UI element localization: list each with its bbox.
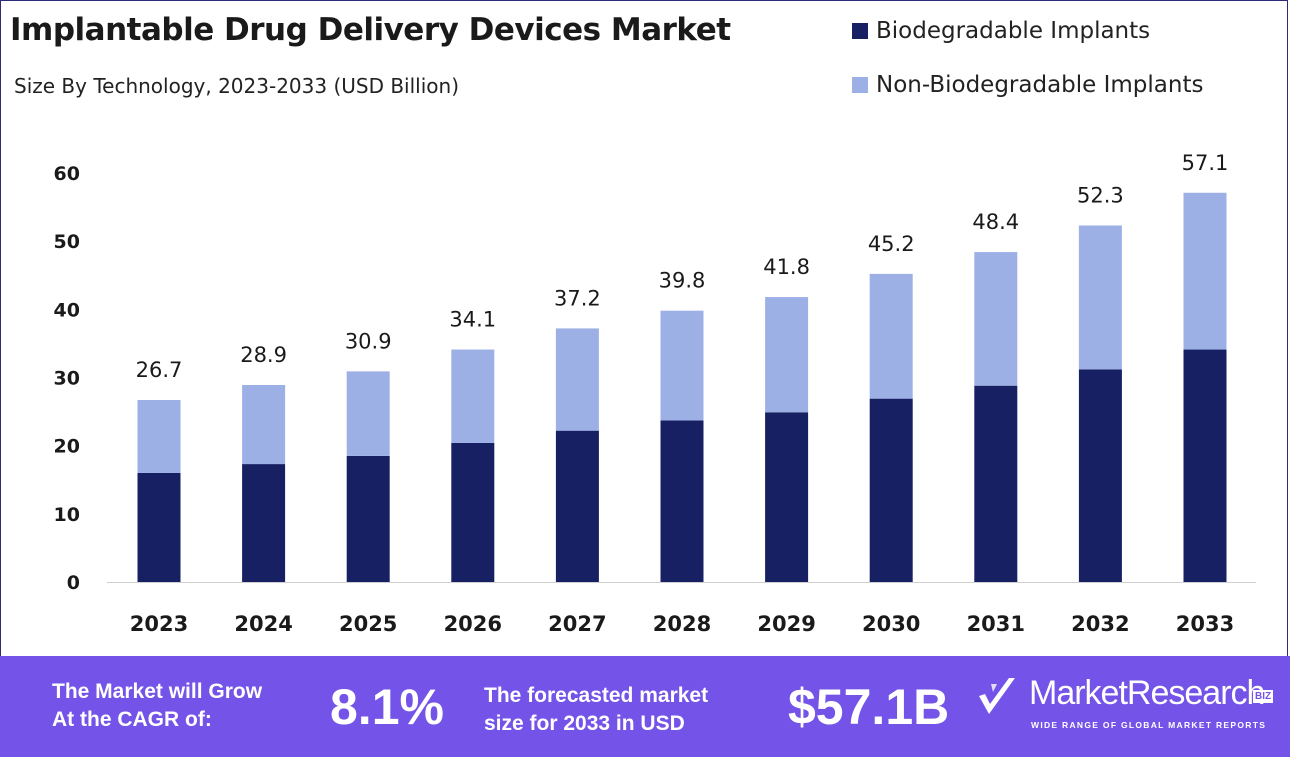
total-data-label: 45.2 xyxy=(868,232,915,256)
bar-segment-biodegradable xyxy=(974,385,1018,582)
legend-swatch-non-biodegradable xyxy=(852,77,868,93)
bar-segment-non-biodegradable xyxy=(869,273,913,399)
bar-segment-non-biodegradable xyxy=(451,349,495,443)
cagr-value: 8.1% xyxy=(330,679,444,735)
x-tick-label: 2028 xyxy=(653,612,711,636)
y-tick-label: 30 xyxy=(54,368,80,390)
bar-segment-non-biodegradable xyxy=(660,310,704,421)
bar-segment-biodegradable xyxy=(346,455,390,582)
chart-plot: 010203040506026.7202328.9202430.9202534.… xyxy=(54,151,1256,636)
bar-segment-biodegradable xyxy=(660,420,704,582)
bar-segment-non-biodegradable xyxy=(1078,225,1122,370)
x-tick-label: 2025 xyxy=(339,612,397,636)
total-data-label: 37.2 xyxy=(554,286,601,310)
y-tick-label: 60 xyxy=(54,163,80,185)
bar-segment-non-biodegradable xyxy=(555,328,599,431)
total-data-label: 57.1 xyxy=(1182,151,1229,175)
y-tick-label: 10 xyxy=(54,504,80,526)
brand-logo: MarketResearch BIZ WIDE RANGE OF GLOBAL … xyxy=(975,672,1285,742)
forecast-label: The forecasted market size for 2033 in U… xyxy=(484,684,709,735)
bar-segment-biodegradable xyxy=(1078,369,1122,582)
total-data-label: 52.3 xyxy=(1077,183,1124,207)
x-tick-label: 2033 xyxy=(1176,612,1234,636)
footer-banner: The Market will Grow At the CAGR of: 8.1… xyxy=(0,656,1290,757)
forecast-value: $57.1B xyxy=(788,679,950,735)
logo-name: MarketResearch xyxy=(1029,674,1265,712)
x-tick-label: 2023 xyxy=(130,612,188,636)
bar-segment-non-biodegradable xyxy=(765,297,809,413)
bar-segment-non-biodegradable xyxy=(137,399,181,473)
bar-segment-biodegradable xyxy=(242,464,286,582)
bar-segment-biodegradable xyxy=(869,398,913,582)
x-tick-label: 2027 xyxy=(548,612,606,636)
total-data-label: 30.9 xyxy=(345,329,392,353)
y-tick-label: 20 xyxy=(54,436,80,458)
x-tick-label: 2032 xyxy=(1071,612,1129,636)
x-tick-label: 2029 xyxy=(757,612,815,636)
legend-swatch-biodegradable xyxy=(852,23,868,39)
bar-segment-non-biodegradable xyxy=(974,252,1018,386)
bar-segment-biodegradable xyxy=(137,472,181,582)
total-data-label: 48.4 xyxy=(972,210,1019,234)
logo-badge: BIZ xyxy=(1253,690,1274,703)
y-tick-label: 0 xyxy=(67,572,80,594)
legend-item-non-biodegradable: Non-Biodegradable Implants xyxy=(852,72,1203,98)
x-tick-label: 2030 xyxy=(862,612,920,636)
bar-segment-non-biodegradable xyxy=(1183,192,1227,350)
total-data-label: 28.9 xyxy=(240,343,287,367)
total-data-label: 41.8 xyxy=(763,255,810,279)
legend-label-non-biodegradable: Non-Biodegradable Implants xyxy=(876,72,1204,98)
bar-segment-non-biodegradable xyxy=(346,371,390,456)
logo-tagline: WIDE RANGE OF GLOBAL MARKET REPORTS xyxy=(1031,720,1267,730)
y-tick-label: 40 xyxy=(54,299,80,321)
bar-segment-biodegradable xyxy=(1183,349,1227,582)
total-data-label: 39.8 xyxy=(659,269,706,293)
cagr-label: The Market will Grow At the CAGR of: xyxy=(52,680,263,731)
chart-subtitle: Size By Technology, 2023-2033 (USD Billi… xyxy=(14,74,459,98)
y-tick-label: 50 xyxy=(54,231,80,253)
legend-item-biodegradable: Biodegradable Implants xyxy=(852,18,1150,44)
bar-segment-biodegradable xyxy=(451,442,495,582)
total-data-label: 26.7 xyxy=(136,358,183,382)
chart-title: Implantable Drug Delivery Devices Market xyxy=(10,12,731,48)
bar-segment-biodegradable xyxy=(765,412,809,582)
x-tick-label: 2031 xyxy=(967,612,1025,636)
legend-label-biodegradable: Biodegradable Implants xyxy=(876,18,1151,44)
logo-check-icon xyxy=(979,678,1015,714)
bar-segment-non-biodegradable xyxy=(242,384,286,465)
x-tick-label: 2026 xyxy=(444,612,502,636)
total-data-label: 34.1 xyxy=(449,308,496,332)
x-tick-label: 2024 xyxy=(234,612,292,636)
bar-segment-biodegradable xyxy=(555,430,599,582)
